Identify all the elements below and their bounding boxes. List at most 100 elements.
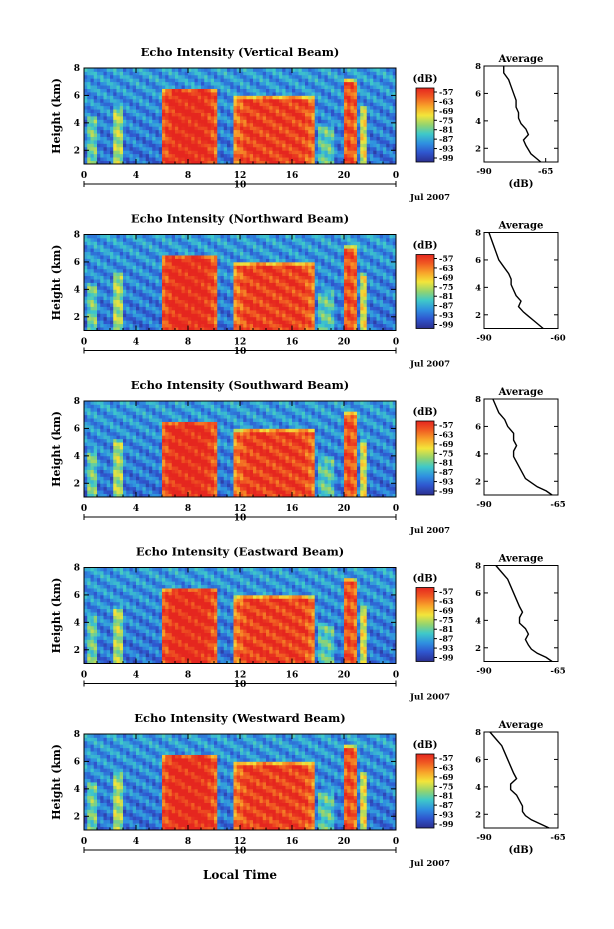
heatmap-cell (139, 299, 143, 304)
heatmap-cell (158, 143, 163, 148)
heatmap-cell (340, 119, 345, 124)
heatmap-cell (275, 272, 280, 277)
heatmap-cell (136, 119, 140, 124)
heatmap-cell (292, 153, 296, 158)
heatmap-cell (334, 129, 338, 134)
heatmap-cell (149, 153, 153, 158)
heatmap-cell (327, 289, 332, 294)
heatmap-cell (282, 248, 286, 253)
heatmap-cell (357, 157, 361, 161)
heatmap-cell (324, 313, 329, 318)
heatmap-cell (201, 126, 205, 131)
heatmap-cell (220, 265, 225, 270)
heatmap-cell (327, 251, 332, 256)
heatmap-cell (165, 160, 169, 165)
heatmap-cell (344, 92, 348, 96)
heatmap-cell (272, 268, 277, 273)
heatmap-cell (194, 258, 199, 263)
heatmap-cell (165, 299, 169, 304)
heatmap-cell (106, 282, 111, 287)
heatmap-cell (113, 68, 117, 72)
heatmap-cell (233, 95, 238, 100)
heatmap-cell (314, 133, 319, 137)
heatmap-cell (373, 109, 377, 113)
heatmap-cell (230, 261, 234, 266)
heatmap-cell (132, 78, 137, 83)
heatmap-cell (240, 157, 244, 161)
heatmap-cell (392, 105, 397, 110)
heatmap-cell (181, 272, 186, 277)
heatmap-cell (145, 303, 150, 307)
heatmap-cell (295, 150, 299, 155)
heatmap-cell (298, 122, 303, 127)
heatmap-cell (214, 306, 218, 311)
heatmap-cell (266, 255, 270, 259)
heatmap-cell (145, 92, 150, 96)
heatmap-cell (321, 272, 325, 277)
heatmap-cell (158, 102, 163, 107)
heatmap-cell (139, 98, 143, 103)
heatmap-cell (279, 303, 283, 307)
heatmap-cell (308, 285, 312, 290)
heatmap-cell (350, 88, 355, 93)
heatmap-cell (383, 88, 387, 93)
heatmap-cell (207, 279, 212, 283)
heatmap-cell (87, 265, 91, 270)
heatmap-cell (376, 95, 381, 100)
colorbar-tick-label: -69 (439, 106, 454, 116)
heatmap-cell (132, 119, 137, 124)
heatmap-cell (113, 261, 117, 266)
heatmap-cell (158, 244, 163, 249)
heatmap-cell (259, 251, 264, 256)
heatmap-cell (311, 136, 316, 141)
heatmap-cell (214, 153, 218, 158)
heatmap-cell (360, 81, 364, 86)
heatmap-cell (314, 71, 319, 76)
heatmap-cell (314, 268, 319, 273)
heatmap-cell (318, 160, 322, 165)
heatmap-cell (110, 133, 114, 137)
heatmap-cell (184, 272, 189, 277)
heatmap-cell (243, 160, 247, 165)
heatmap-cell (324, 327, 329, 331)
heatmap-cell (201, 296, 205, 301)
heatmap-cell (259, 81, 264, 86)
heatmap-cell (324, 234, 329, 239)
heatmap-cell (207, 292, 212, 297)
heatmap-cell (298, 234, 303, 239)
heatmap-cell (305, 116, 309, 120)
heatmap-cell (246, 116, 251, 120)
heatmap-cell (149, 296, 153, 301)
heatmap-cell (129, 323, 134, 328)
heatmap-cell (194, 303, 199, 307)
heatmap-cell (318, 78, 322, 83)
heatmap-cell (97, 71, 101, 76)
heatmap-cell (97, 285, 101, 290)
heatmap-cell (227, 255, 231, 259)
heatmap-cell (165, 258, 169, 263)
heatmap-cell (113, 150, 117, 155)
heatmap-cell (136, 299, 140, 304)
heatmap-cell (370, 140, 374, 144)
heatmap-cell (298, 244, 303, 249)
heatmap-cell (262, 289, 267, 294)
heatmap-cell (178, 95, 182, 100)
heatmap-cell (113, 78, 117, 83)
heatmap-cell (249, 157, 254, 161)
heatmap-cell (132, 95, 137, 100)
heatmap-cell (168, 140, 173, 144)
heatmap-cell (340, 71, 345, 76)
heatmap-cell (288, 265, 293, 270)
heatmap-cell (363, 119, 368, 124)
heatmap-cell (285, 136, 290, 141)
heatmap-cell (210, 282, 215, 287)
heatmap-cell (269, 241, 273, 246)
heatmap-cell (366, 95, 371, 100)
heatmap-cell (207, 105, 212, 110)
heatmap-cell (119, 309, 124, 314)
heatmap-cell (308, 98, 312, 103)
heatmap-cell (217, 92, 221, 96)
heatmap-cell (184, 289, 189, 294)
heatmap-cell (178, 119, 182, 124)
heatmap-cell (334, 157, 338, 161)
